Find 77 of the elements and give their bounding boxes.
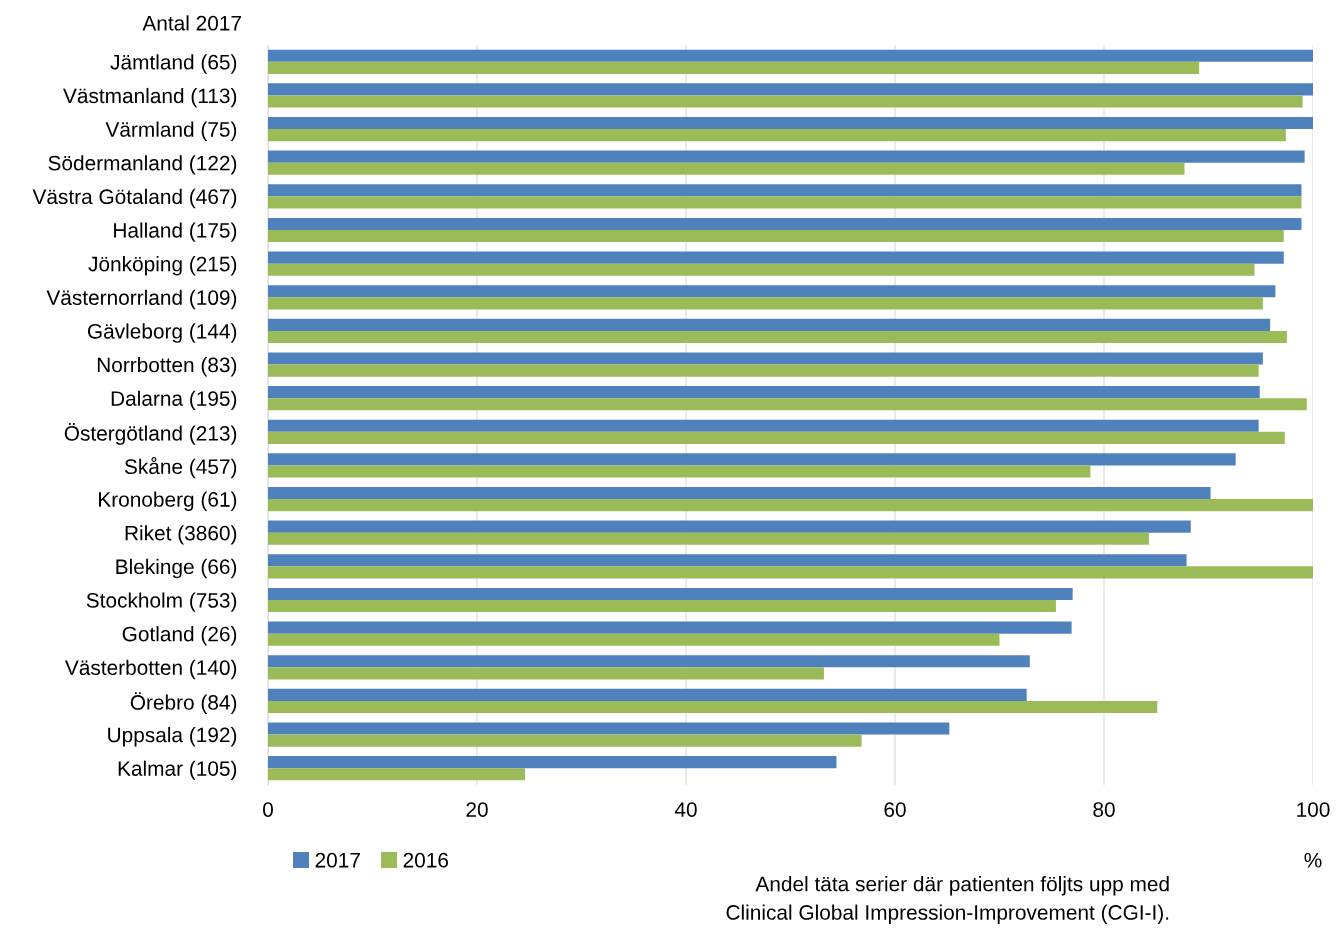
y-tick-label: Kalmar (105) [118,760,237,781]
y-tick-label: Gotland (26) [122,626,237,646]
bar [268,330,1287,344]
y-tick-label: Blekinge (66) [116,558,237,579]
bar [268,386,1260,399]
bar [268,95,1303,108]
legend-label: 2017 [315,852,360,868]
y-tick-label: Kronoberg (61) [99,491,237,511]
bar [268,600,1056,613]
legend-label: 2016 [403,852,449,868]
bar [268,83,1313,96]
y-tick-label: Uppsala (192) [108,727,237,747]
bar [268,486,1211,500]
bar [268,49,1313,62]
x-tick-label: 100 [1297,802,1330,817]
bar [268,734,862,747]
bar [268,398,1307,411]
y-tick-label: Gävleborg (144) [87,323,237,343]
bar [268,184,1302,197]
bar [268,499,1313,512]
bar [268,633,1000,646]
y-tick-label: Värmland (75) [105,121,237,141]
bar [268,196,1302,209]
bar [268,251,1284,264]
bar [268,61,1200,74]
y-tick-label: Västra Götaland (467) [32,188,237,209]
x-tick-label: 40 [674,802,697,817]
bar [268,621,1072,634]
x-axis-title: % [1304,852,1322,868]
bar [268,217,1302,230]
text: Antal 2017 [142,15,241,31]
bar [268,230,1284,243]
y-tick-label: Dalarna (195) [111,390,237,411]
x-tick-label: 80 [1093,802,1115,817]
bar [268,532,1149,545]
bar [268,655,1030,668]
y-tick-label: Jämtland (65) [110,54,237,74]
y-tick-label: Skåne (457) [124,457,237,479]
bar [268,554,1187,567]
bar [268,566,1313,579]
bar [268,431,1285,444]
x-tick-label: 0 [263,802,273,817]
bar [268,364,1259,377]
bar [268,453,1236,466]
bar [268,700,1158,714]
bar [268,297,1263,310]
bar [268,756,837,769]
bar [268,263,1255,276]
x-tick-label: 20 [466,802,488,817]
bar [268,129,1286,142]
y-tick-label: Östergötland (213) [64,423,237,445]
y-tick-label: Västerbotten (140) [64,659,237,680]
y-tick-label: Västmanland (113) [63,87,237,108]
x-tick-label: 60 [884,802,906,817]
text: Andel täta serier där patienten följts upp med Clinical Global Impression-Improvement (CGI-I). [726,876,1169,924]
bar [268,318,1271,331]
bar [268,465,1091,478]
y-tick-label: Stockholm (753) [86,592,237,612]
y-tick-label: Örebro (84) [130,692,237,714]
bar [268,285,1276,298]
bar [268,768,526,781]
bar [268,419,1259,432]
y-tick-label: Västernorrland (109) [46,289,237,310]
bar [268,667,824,680]
y-tick-label: Jönköping (215) [88,256,237,276]
bar [268,162,1185,175]
y-tick-label: Halland (175) [114,222,237,242]
bar [268,587,1073,600]
bar [268,150,1305,163]
bar [268,688,1027,701]
y-tick-label: Södermanland (122) [48,155,237,175]
y-tick-label: Riket (3860) [125,525,237,545]
bar [268,116,1313,130]
bar [268,520,1191,533]
bar [268,352,1263,365]
y-tick-label: Norrbotten (83) [97,357,237,377]
bar [268,722,950,735]
